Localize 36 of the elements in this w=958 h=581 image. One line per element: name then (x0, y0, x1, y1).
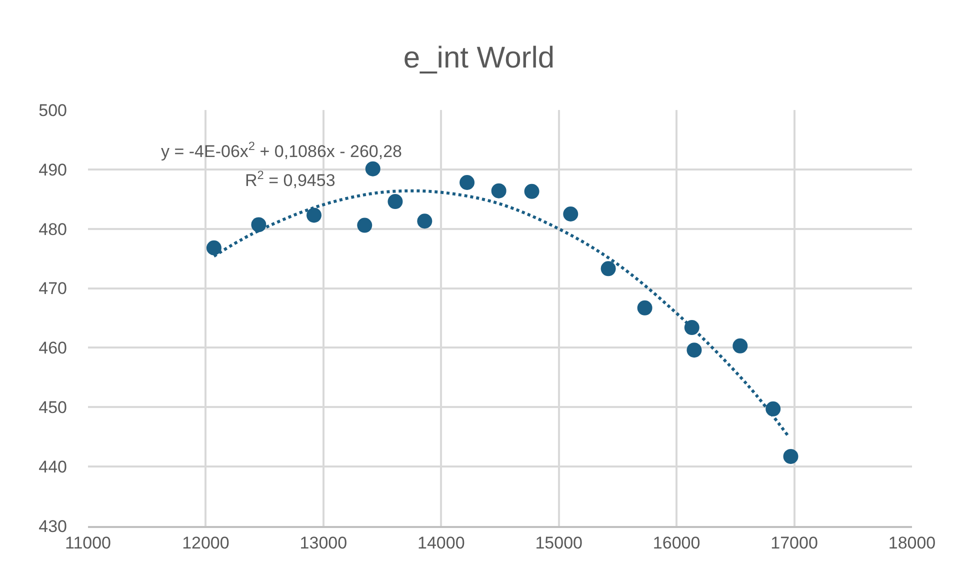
point (600, 261, 616, 276)
point (357, 218, 372, 233)
point (306, 208, 322, 223)
y-tick-label: 450 (38, 398, 67, 418)
y-tick-label: 470 (38, 279, 67, 298)
x-tick-label: 16000 (652, 533, 700, 552)
annotation: y = -4E-06x$^{2}$ + 0,1086x - 260,28 (161, 139, 402, 162)
point (491, 183, 506, 198)
point (766, 401, 781, 416)
x-tick-label: 17000 (770, 533, 818, 552)
y-tick-label: 480 (38, 220, 67, 239)
x-tick-label: 14000 (418, 533, 465, 552)
annotation: R$^{2}$ = 0,9453 (245, 168, 336, 190)
point (206, 240, 222, 256)
point (637, 300, 652, 316)
y-tick-label: 460 (38, 338, 67, 358)
point (732, 338, 748, 354)
point (783, 448, 798, 464)
x-tick-label: 13000 (300, 533, 348, 552)
y-tick-label: 490 (38, 160, 67, 180)
point (460, 175, 475, 190)
point (686, 342, 702, 358)
point (388, 194, 403, 210)
x-tick-label: 11000 (64, 533, 112, 552)
point (417, 214, 432, 229)
y-tick-label: 440 (38, 458, 67, 477)
point (524, 184, 540, 199)
x-tick-label: 18000 (888, 533, 936, 552)
point (365, 161, 380, 176)
y-tick-label: 500 (38, 100, 67, 120)
point (563, 206, 578, 222)
point (251, 217, 266, 232)
y-tick-label: 430 (38, 516, 67, 536)
x-tick-label: 12000 (182, 533, 230, 552)
x-tick-label: 15000 (535, 533, 582, 552)
chart-title: e_int World (403, 41, 555, 74)
